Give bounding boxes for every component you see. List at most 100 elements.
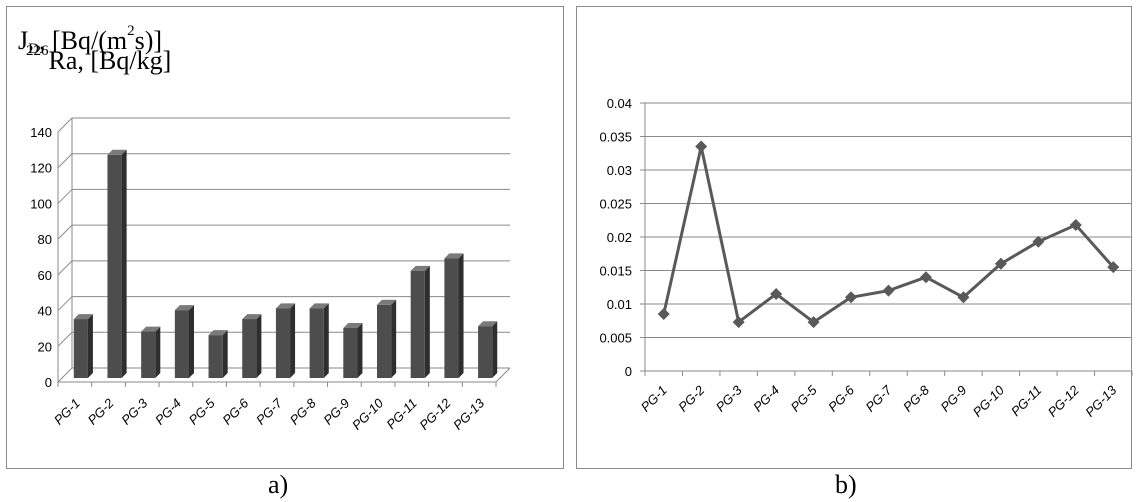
data-point (657, 308, 670, 321)
data-point (1032, 235, 1045, 248)
bar-top (478, 321, 498, 327)
bar-top (410, 265, 430, 271)
bar (275, 303, 296, 378)
x-tick-label: PG-6 (825, 382, 858, 415)
bar-side (391, 299, 397, 378)
bar-side (290, 303, 296, 378)
bar-front (444, 258, 459, 378)
title-text: , [Bq/(m (38, 26, 128, 55)
title-superscript: 2 (127, 23, 135, 39)
x-tick-label: PG-5 (788, 382, 821, 415)
bar-side (323, 303, 329, 378)
bar (107, 149, 127, 378)
y-tick-label: 0.01 (607, 297, 632, 312)
x-tick-label: PG-3 (713, 382, 746, 415)
y-tick-label: 0.03 (607, 163, 632, 178)
bar-top (242, 314, 262, 320)
title-symbol: J (18, 26, 29, 55)
bar-side (424, 265, 430, 378)
bar-side (121, 149, 127, 378)
y-tick-label: 140 (30, 125, 52, 140)
x-tick-label: PG-12 (1045, 382, 1083, 420)
bar (141, 326, 161, 378)
title-subscript: D (28, 41, 39, 57)
bar-front (275, 308, 291, 378)
bar (73, 314, 93, 378)
bar (208, 330, 228, 378)
x-tick-label: PG-13 (1082, 382, 1120, 420)
bar-top (343, 323, 363, 328)
bar-side (492, 321, 498, 378)
x-tick-label: PG-10 (970, 382, 1008, 420)
bar-front (377, 304, 392, 378)
data-point (1107, 261, 1120, 274)
side-wall-line (57, 224, 73, 240)
y-tick-label: 80 (38, 232, 52, 247)
side-wall-line (57, 117, 73, 133)
y-tick-label: 40 (38, 304, 52, 319)
data-point (957, 291, 970, 304)
bar (444, 253, 464, 378)
y-tick-label: 0 (45, 375, 52, 390)
bar-side (87, 314, 93, 378)
side-wall-line (57, 153, 73, 169)
bar-front (141, 331, 156, 378)
x-tick-label: PG-8 (900, 382, 933, 415)
data-point (919, 271, 932, 284)
y-tick-label: 0.005 (599, 331, 632, 346)
title-text-end: s)] (134, 26, 163, 55)
bar-top (141, 326, 161, 332)
bar (242, 314, 262, 378)
bar (174, 305, 194, 378)
bar (410, 265, 430, 378)
bar-front (343, 328, 358, 378)
x-tick-label: PG-2 (675, 382, 708, 415)
data-point (695, 140, 708, 153)
bar-top (275, 303, 296, 309)
bar-side (222, 330, 228, 378)
bar (343, 323, 363, 378)
y-tick-label: 100 (30, 196, 52, 211)
bar (309, 303, 329, 378)
bar-top (174, 305, 194, 311)
bar-side (458, 253, 464, 378)
bar-front (478, 326, 493, 378)
bar-front (410, 270, 425, 378)
y-tick-label: 0.02 (607, 230, 632, 245)
side-wall-line (57, 331, 73, 347)
bar-top (208, 330, 228, 336)
bar-side (188, 305, 194, 378)
side-wall-line (57, 296, 73, 311)
title-text: Ra, [Bq/kg] (48, 46, 172, 75)
x-tick-label: PG-7 (863, 382, 896, 415)
y-tick-label: 0.015 (599, 264, 632, 279)
chart-title-a: 226Ra, [Bq/kg] (26, 44, 172, 76)
x-tick-label: PG-4 (750, 383, 782, 415)
y-tick-label: 120 (30, 161, 52, 176)
x-tick-label: PG-9 (937, 383, 969, 415)
data-point (994, 257, 1007, 270)
bar-front (107, 154, 122, 378)
bar-side (155, 326, 161, 378)
bar-top (73, 314, 93, 320)
bar-side (357, 323, 363, 378)
data-point (845, 291, 858, 304)
side-wall-line (57, 189, 73, 204)
bar (377, 299, 397, 378)
caption-b: b) (835, 470, 857, 499)
y-tick-label: 0.04 (607, 96, 632, 111)
y-tick-label: 0.025 (599, 197, 632, 212)
y-tick-label: 60 (38, 268, 52, 283)
bar-front (73, 319, 88, 378)
bar-front (309, 308, 324, 378)
x-tick-label: PG-11 (1008, 383, 1044, 419)
data-point (732, 316, 745, 329)
y-tick-label: 0 (625, 364, 632, 379)
bar-top (107, 149, 127, 155)
bar-top (444, 253, 464, 259)
chart-title-b: JD, [Bq/(m2s)] (18, 23, 163, 57)
floor-edge (495, 367, 511, 383)
side-wall-line (57, 260, 73, 276)
